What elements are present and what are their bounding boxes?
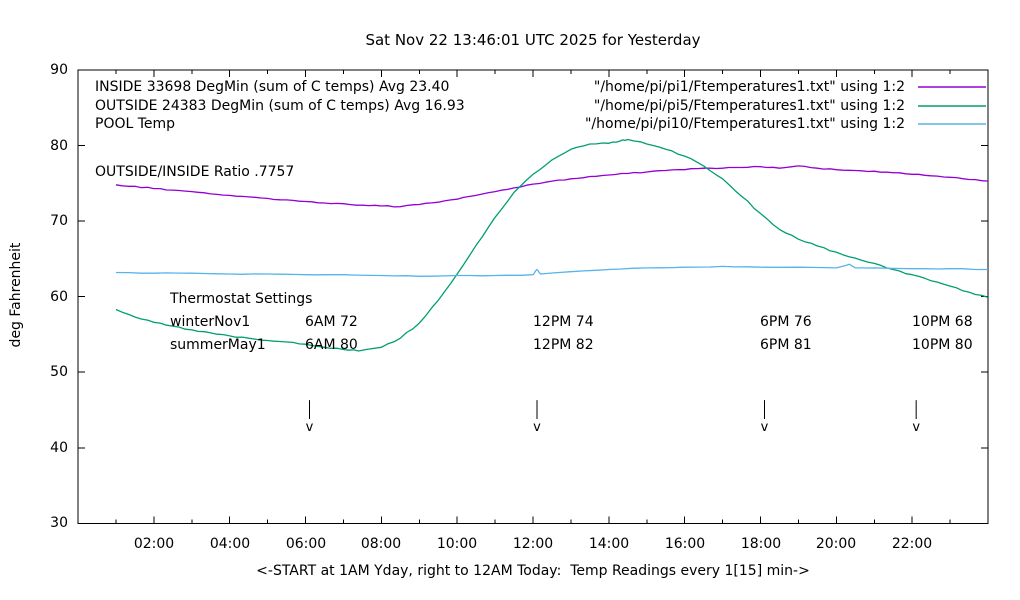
thermostat-summer-6am: 6AM 80 (305, 337, 358, 353)
legend-inside-file: "/home/pi/pi1/Ftemperatures1.txt" using … (593, 79, 905, 95)
thermostat-summer-10pm: 10PM 80 (912, 337, 973, 353)
thermostat-winter-12pm: 12PM 74 (533, 314, 594, 330)
series-outside-line (115, 138, 989, 352)
x-tick-label-1000: 10:00 (436, 536, 478, 552)
legend-outside-file: "/home/pi/pi5/Ftemperatures1.txt" using … (593, 98, 905, 114)
arrow-head: v (533, 420, 541, 435)
x-tick-label-1800: 18:00 (740, 536, 782, 552)
legend-pool-label: POOL Temp (95, 116, 176, 132)
y-tick-label-90: 90 (50, 62, 68, 78)
legend-outside-label: OUTSIDE 24383 DegMin (sum of C temps) Av… (95, 98, 465, 114)
y-tick-label-70: 70 (50, 213, 68, 229)
x-tick-label-1600: 16:00 (664, 536, 706, 552)
y-tick-label-50: 50 (50, 364, 68, 380)
x-tick-label-2000: 20:00 (815, 536, 857, 552)
thermostat-winter-6pm: 6PM 76 (760, 314, 812, 330)
x-tick-label-0200: 02:00 (133, 536, 175, 552)
outside-inside-ratio-annotation: OUTSIDE/INSIDE Ratio .7757 (95, 164, 295, 180)
thermostat-summer-6pm: 6PM 81 (760, 337, 812, 353)
thermostat-summer-12pm: 12PM 82 (533, 337, 594, 353)
x-tick-label-1200: 12:00 (512, 536, 554, 552)
x-tick-label-0800: 08:00 (360, 536, 402, 552)
thermostat-heading: Thermostat Settings (170, 291, 313, 307)
thermostat-winter-name: winterNov1 (170, 314, 251, 330)
y-tick-label-30: 30 (50, 515, 68, 531)
axis-ticks (78, 70, 988, 524)
series-inside-line (115, 165, 989, 208)
thermostat-winter-6am: 6AM 72 (305, 314, 358, 330)
x-tick-label-2200: 22:00 (891, 536, 933, 552)
thermostat-summer-name: summerMay1 (170, 337, 266, 353)
x-tick-label-1400: 14:00 (588, 536, 630, 552)
y-tick-label-80: 80 (50, 138, 68, 154)
y-tick-label-40: 40 (50, 440, 68, 456)
legend-key-samples (918, 86, 986, 125)
x-tick-label-0600: 06:00 (285, 536, 327, 552)
data-series (115, 138, 989, 352)
chart-title: Sat Nov 22 13:46:01 UTC 2025 for Yesterd… (365, 31, 701, 49)
arrow-head: v (761, 420, 769, 435)
x-tick-label-0400: 04:00 (209, 536, 251, 552)
legend-pool-file: "/home/pi/pi10/Ftemperatures1.txt" using… (584, 116, 905, 132)
arrow-head: v (912, 420, 920, 435)
thermostat-winter-10pm: 10PM 68 (912, 314, 973, 330)
series-pool-line (115, 263, 988, 277)
arrow-head: v (306, 420, 314, 435)
legend-inside-label: INSIDE 33698 DegMin (sum of C temps) Avg… (95, 79, 450, 95)
x-axis-label: <-START at 1AM Yday, right to 12AM Today… (256, 563, 810, 579)
y-tick-label-60: 60 (50, 289, 68, 305)
